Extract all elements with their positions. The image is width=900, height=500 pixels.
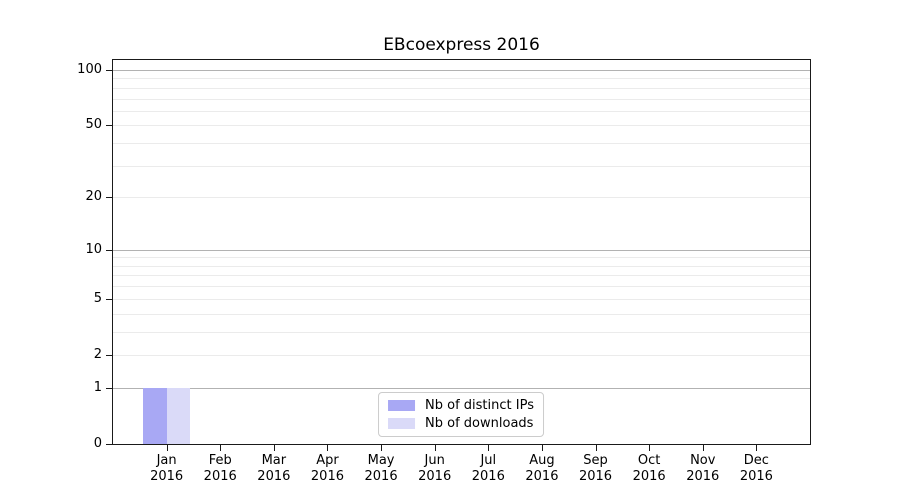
x-tick-label: Dec 2016 [739,453,773,484]
chart-title: EBcoexpress 2016 [383,35,540,55]
y-gridline-minor [113,331,810,333]
y-gridline-minor [113,298,810,300]
y-tick [106,70,112,71]
x-tick [595,445,597,451]
y-tick-label: 50 [85,117,102,133]
legend-row: Nb of downloads [388,416,534,431]
x-tick [541,445,543,451]
x-tick-label: Jul 2016 [471,453,505,484]
y-tick [106,197,112,199]
y-gridline-minor [113,78,810,80]
y-gridline-minor [113,286,810,288]
x-tick [756,445,758,451]
y-gridline-minor [113,313,810,315]
x-tick [166,445,168,451]
y-gridline-minor [113,87,810,89]
legend: Nb of distinct IPs Nb of downloads [378,392,544,437]
bar-downloads [166,387,191,444]
x-tick [327,445,329,451]
y-gridline-minor [113,143,810,145]
x-tick [649,445,651,451]
x-tick [434,445,436,451]
y-tick-label: 5 [93,290,102,306]
x-tick-label: May 2016 [364,453,398,484]
x-tick [273,445,275,451]
y-gridline-minor [113,197,810,199]
y-tick [106,387,112,389]
y-tick-label: 100 [77,62,102,77]
y-gridline-minor [113,98,810,100]
y-tick [106,249,112,251]
x-tick [381,445,383,451]
x-tick-label: Feb 2016 [203,453,237,484]
y-tick [106,125,112,127]
y-gridline-minor [113,125,810,127]
x-tick-label: Apr 2016 [310,453,344,484]
legend-label: Nb of distinct IPs [425,398,534,413]
x-tick-label: Oct 2016 [632,453,666,484]
y-tick [106,444,112,445]
y-tick-label: 20 [85,189,102,205]
y-gridline-minor [113,165,810,167]
y-gridline-minor [113,265,810,267]
x-tick-label: Jan 2016 [150,453,184,484]
x-tick-label: Sep 2016 [578,453,613,484]
x-tick-label: Nov 2016 [686,453,720,484]
y-gridline-major [113,249,810,251]
legend-label: Nb of downloads [425,416,534,431]
y-gridline-minor [113,275,810,277]
y-tick-label: 0 [93,436,102,451]
y-tick-label: 2 [93,346,102,362]
bar-distinct-ips [143,387,167,444]
legend-row: Nb of distinct IPs [388,398,534,413]
y-gridline-major [113,387,810,389]
legend-swatch-downloads [388,418,416,429]
x-tick [220,445,222,451]
y-tick-label: 1 [93,379,102,395]
x-tick [488,445,490,451]
x-tick-label: Mar 2016 [257,453,291,484]
x-tick-label: Jun 2016 [418,453,452,484]
x-tick-label: Aug 2016 [525,453,559,484]
legend-swatch-distinct-ips [388,400,416,411]
y-gridline-major [113,70,810,71]
y-tick-label: 10 [85,241,102,257]
y-gridline-minor [113,354,810,356]
y-tick [106,354,112,356]
x-tick [702,445,704,451]
plot-area [112,59,811,445]
y-gridline-minor [113,110,810,112]
y-tick [106,298,112,300]
y-gridline-minor [113,257,810,259]
